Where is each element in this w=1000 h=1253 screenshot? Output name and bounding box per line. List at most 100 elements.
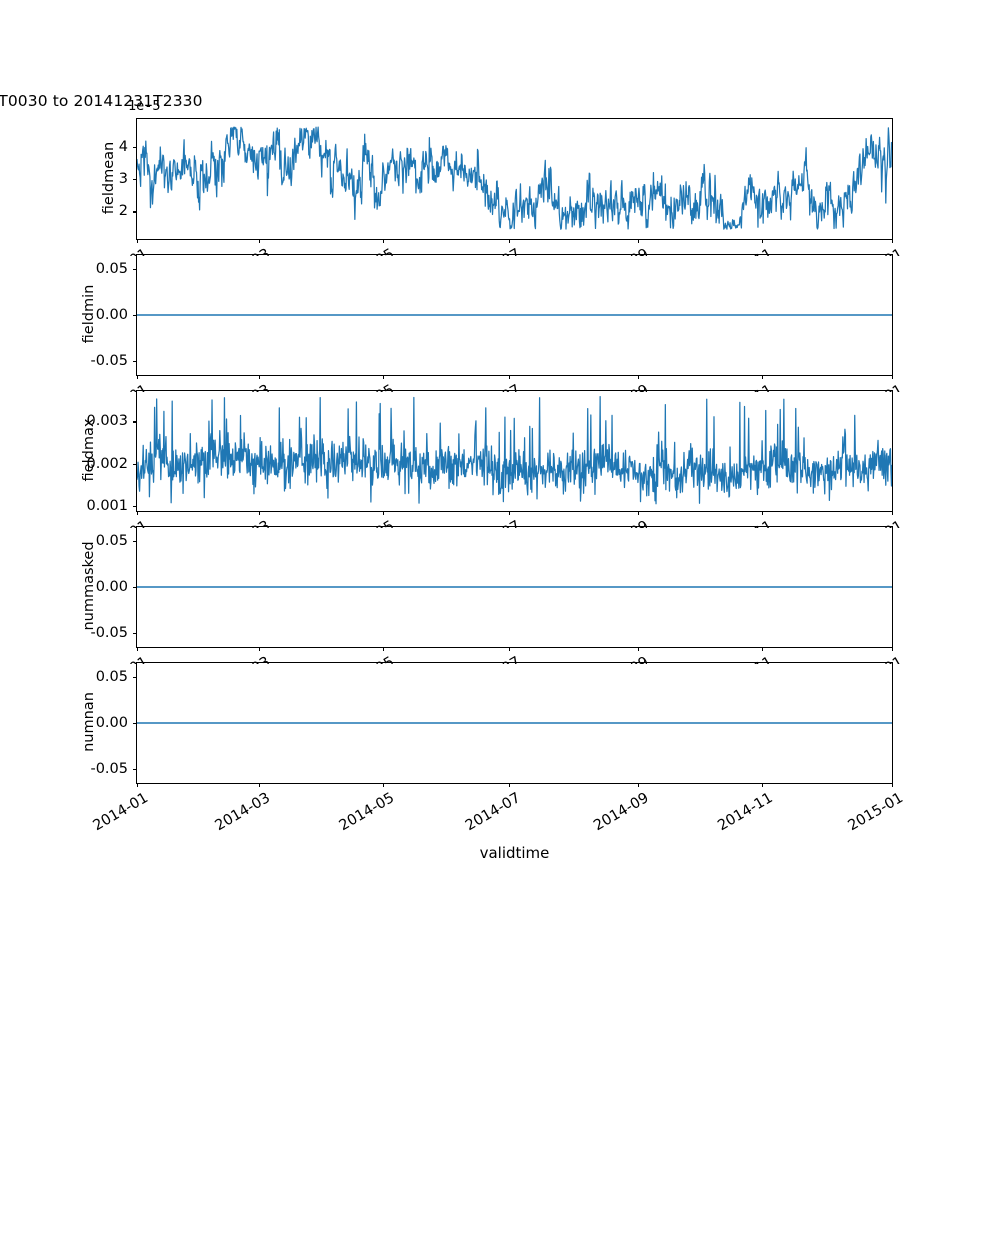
plot-area-nummasked [137,527,892,647]
x-tick-label: 03 [36,382,273,392]
x-tick-label: 01 [19,246,151,256]
x-tick-mark [761,783,763,787]
plot-panel-fieldmax: 0.001 0.002 0.003 fieldmax [81,390,894,515]
x-tick-label: 09 [86,382,652,392]
plot-area-numnan [137,663,892,783]
x-tick-mark [761,647,763,651]
y-tick-mark [133,633,137,635]
x-tick-mark [383,511,385,515]
plot-area-fieldmean [137,119,892,239]
x-tick-label: 01 [19,654,151,664]
y-tick-label: 2 [118,203,128,220]
plot-area-fieldmax [137,391,892,511]
x-tick-label: 05 [52,382,397,392]
y-tick-mark [133,505,137,508]
x-tick-mark [892,783,894,787]
x-tick-mark [137,647,139,651]
x-tick-label: 05 [52,246,397,256]
y-tick-mark [133,587,137,589]
y-tick-label: 0.05 [95,532,128,549]
x-tick-label: 2014-07 [462,790,524,835]
x-tick-label: 2014-01 [90,790,151,835]
x-tick-label: 11 [103,654,776,664]
matplotlib-figure: prc, lev=0, 20140101T0030 to 20141231T23… [0,92,1000,862]
x-tick-mark [383,647,385,651]
x-tick-mark [637,783,639,787]
x-tick-label: 05 [52,654,397,664]
x-tick-mark [637,511,639,515]
y-tick-mark [133,676,137,678]
x-tick-label: 03 [36,246,273,256]
y-tick-label: 0.001 [86,497,128,514]
x-tick-label: 05 [52,518,397,528]
y-tick-label: 4 [118,138,128,155]
x-tick-label: 03 [36,654,273,664]
y-axis-label-fieldmean: fieldmean [101,141,117,215]
x-tick-label: 11 [103,382,776,392]
x-axis-label: validtime [479,844,550,862]
y-tick-mark [133,179,137,181]
y-tick-label: 0.00 [95,715,128,731]
plot-area-fieldmin [137,255,892,375]
x-tick-label: 11 [103,246,776,256]
x-tick-mark [259,239,261,243]
x-tick-label: 03 [36,518,273,528]
plot-panel-nummasked: -0.05 0.00 0.05 nummasked [81,526,894,651]
x-tick-mark [259,375,261,379]
x-tick-mark [509,783,511,787]
y-tick-label: 0.003 [86,413,128,430]
x-tick-mark [137,511,139,515]
y-tick-mark [133,463,137,465]
x-tick-mark [892,375,894,379]
y-tick-label: -0.05 [90,625,128,642]
x-tick-mark [761,375,763,379]
y-tick-mark [133,769,137,771]
y-tick-label: 0.05 [95,260,128,277]
x-tick-mark [259,783,261,787]
x-tick-mark [761,511,763,515]
x-tick-mark [509,375,511,379]
x-tick-mark [383,375,385,379]
y-tick-label: 0.002 [86,455,128,472]
y-tick-mark [133,361,137,363]
y-tick-mark [133,315,137,317]
x-tick-mark [383,239,385,243]
y-tick-mark [133,421,137,423]
x-tick-label: 01 [19,382,151,392]
x-tick-mark [509,647,511,651]
x-tick-mark [137,375,139,379]
x-tick-label: 11 [103,518,776,528]
plot-panel-fieldmean: 2 3 4 fieldmean 1e-5 [101,98,894,243]
y-axis-label-numnan: numnan [81,692,97,752]
y-tick-label: 0.00 [95,307,128,323]
x-tick-mark [259,647,261,651]
x-tick-mark [637,239,639,243]
y-tick-label: 0.05 [95,668,128,685]
y-axis-offset-text: 1e-5 [128,98,161,114]
x-tick-mark [637,375,639,379]
x-tick-label: 09 [86,246,652,256]
y-tick-mark [133,211,137,213]
y-tick-label: -0.05 [90,353,128,370]
x-tick-label: 09 [86,654,652,664]
x-tick-mark [259,511,261,515]
x-tick-mark [137,239,139,243]
x-tick-label-band: 01030507091101 [0,516,1000,528]
x-tick-label-band: 01030507091101 [0,244,1000,256]
plot-panel-numnan: -0.05 0.00 0.05 numnan [81,662,894,787]
y-tick-mark [133,723,137,725]
figure-title: prc, lev=0, 20140101T0030 to 20141231T23… [0,92,1000,110]
y-tick-label: 0.00 [95,579,128,595]
x-tick-mark [137,783,139,787]
y-tick-label: -0.05 [90,761,128,778]
x-tick-label-band: 2014-01 2014-03 2014-05 2014-07 2014-09 2014-… [0,788,1000,858]
x-tick-label-band: 01030507091101 [0,380,1000,392]
x-tick-mark [637,647,639,651]
x-tick-mark [892,647,894,651]
y-tick-label: 3 [118,171,128,187]
plot-panel-fieldmin: -0.05 0.00 0.05 fieldmin [81,254,894,379]
x-tick-mark [509,511,511,515]
x-tick-mark [892,239,894,243]
y-tick-mark [133,540,137,542]
figure-title-text: prc, lev=0, 20140101T0030 to 20141231T23… [0,92,203,110]
